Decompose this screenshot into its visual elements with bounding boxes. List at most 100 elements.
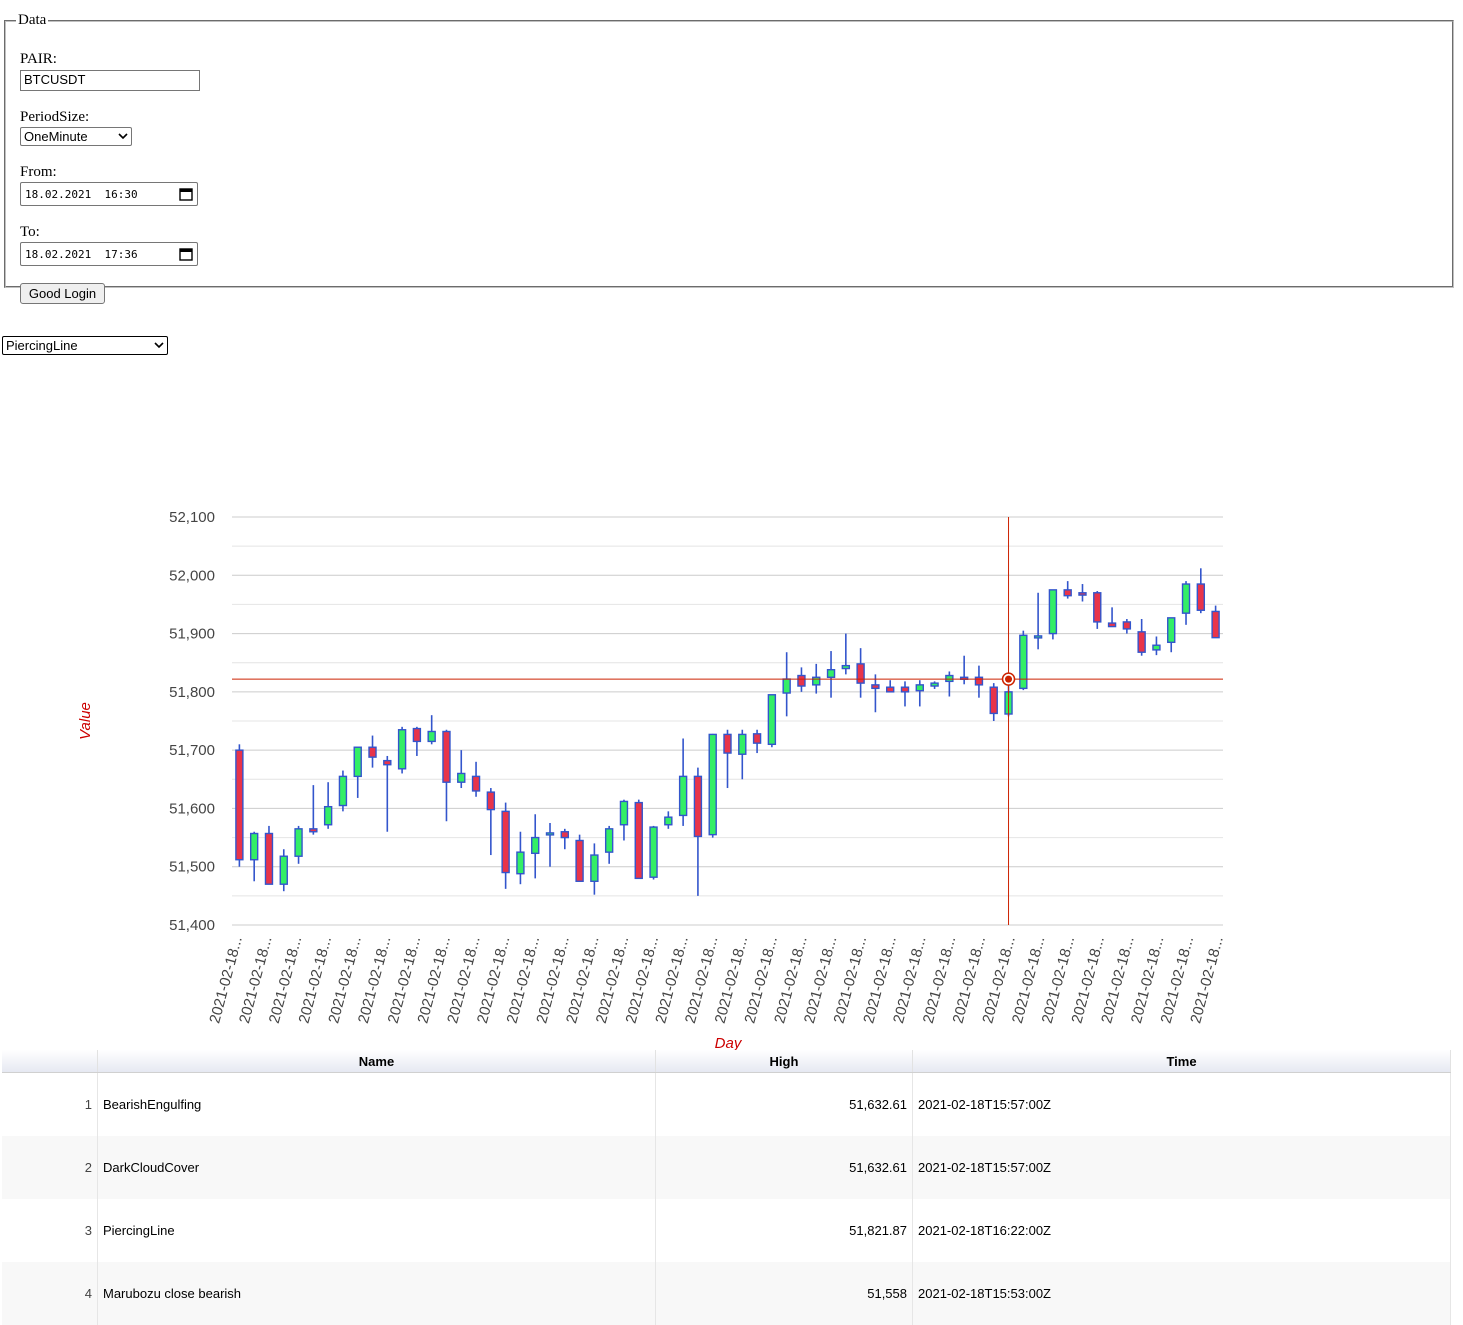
candle-body bbox=[649, 826, 658, 878]
to-label: To: bbox=[20, 224, 40, 240]
candle-body bbox=[560, 831, 569, 839]
row-name: Marubozu close bearish bbox=[97, 1262, 656, 1325]
candle-body bbox=[531, 836, 540, 855]
column-header-index[interactable] bbox=[2, 1050, 98, 1073]
row-time: 2021-02-18T15:57:00Z bbox=[912, 1136, 1451, 1199]
candle-body bbox=[1196, 583, 1206, 611]
pair-label: PAIR: bbox=[20, 51, 57, 67]
candle-body bbox=[841, 664, 851, 670]
pattern-select[interactable]: PiercingLine bbox=[2, 336, 168, 355]
chevron-down-icon bbox=[118, 133, 128, 140]
candle-body bbox=[309, 828, 318, 833]
candle-body bbox=[900, 686, 910, 693]
candle-body bbox=[797, 674, 806, 687]
table-row[interactable]: 1 BearishEngulfing 51,632.61 2021-02-18T… bbox=[2, 1072, 1451, 1136]
candle-body bbox=[693, 775, 703, 838]
period-size-value: OneMinute bbox=[24, 129, 88, 144]
candle-body bbox=[383, 759, 392, 766]
candle-body bbox=[945, 674, 954, 683]
candle-body bbox=[723, 733, 732, 754]
row-high: 51,632.61 bbox=[655, 1072, 913, 1136]
candle-body bbox=[501, 810, 510, 874]
to-datetime-value: 18.02.2021 17:36 bbox=[25, 247, 138, 261]
candle-body bbox=[1019, 634, 1028, 690]
candle-body bbox=[545, 832, 555, 836]
candle-body bbox=[235, 749, 244, 861]
row-index: 3 bbox=[2, 1199, 98, 1262]
candle-body bbox=[678, 775, 688, 817]
candle-body bbox=[412, 727, 422, 743]
calendar-icon[interactable] bbox=[179, 187, 193, 201]
to-datetime-input[interactable]: 18.02.2021 17:36 bbox=[20, 242, 198, 266]
candle-body bbox=[1033, 635, 1043, 639]
column-header-time[interactable]: Time bbox=[912, 1050, 1451, 1073]
candle-body bbox=[397, 729, 407, 770]
candle-body bbox=[294, 828, 303, 857]
period-size-label: PeriodSize: bbox=[20, 109, 90, 125]
candle-body bbox=[871, 684, 880, 690]
candle-body bbox=[619, 800, 629, 826]
row-name: DarkCloudCover bbox=[97, 1136, 656, 1199]
row-time: 2021-02-18T15:57:00Z bbox=[912, 1072, 1451, 1136]
candle-body bbox=[279, 855, 288, 885]
candle-body bbox=[516, 851, 525, 875]
data-fieldset: Data PAIR: BTCUSDT PeriodSize: OneMinute… bbox=[4, 12, 1454, 304]
candle-body bbox=[1211, 610, 1220, 639]
candle-body bbox=[812, 676, 821, 686]
column-header-name[interactable]: Name bbox=[97, 1050, 656, 1073]
candle-body bbox=[353, 746, 362, 778]
candle-body bbox=[1152, 644, 1161, 651]
y-tick-label: 51,500 bbox=[169, 859, 215, 876]
candle-body bbox=[442, 730, 451, 783]
candle-body bbox=[708, 733, 717, 836]
row-time: 2021-02-18T15:53:00Z bbox=[912, 1262, 1451, 1325]
candle-body bbox=[1167, 617, 1176, 644]
chevron-down-icon bbox=[154, 342, 164, 349]
candle-body bbox=[886, 686, 895, 693]
candle-body bbox=[664, 816, 673, 826]
row-high: 51,821.87 bbox=[655, 1199, 913, 1262]
candle-body bbox=[1181, 583, 1191, 614]
candle-body bbox=[471, 775, 481, 792]
calendar-icon[interactable] bbox=[179, 247, 193, 261]
y-tick-label: 51,900 bbox=[169, 626, 215, 643]
candle-body bbox=[930, 682, 939, 687]
row-index: 4 bbox=[2, 1262, 98, 1325]
candle-body bbox=[1107, 622, 1117, 628]
candle-body bbox=[427, 730, 436, 743]
period-size-select[interactable]: OneMinute bbox=[20, 127, 132, 146]
data-legend: Data bbox=[18, 12, 47, 28]
candle-body bbox=[264, 832, 274, 885]
row-name: BearishEngulfing bbox=[97, 1072, 656, 1136]
candle-body bbox=[752, 733, 762, 744]
y-tick-label: 52,000 bbox=[169, 567, 215, 584]
table-row[interactable]: 2 DarkCloudCover 51,632.61 2021-02-18T15… bbox=[2, 1136, 1451, 1199]
candlestick-chart[interactable]: 51,400 51,500 51,600 51,700 51,800 51,900 52,0… bbox=[0, 380, 1463, 1050]
table-row[interactable]: 3 PiercingLine 51,821.87 2021-02-18T16:2… bbox=[2, 1199, 1451, 1262]
candle-body bbox=[856, 663, 865, 684]
candle-body bbox=[974, 676, 984, 686]
pattern-select-value: PiercingLine bbox=[6, 338, 78, 353]
patterns-table: Name High Time 1 BearishEngulfing 51,632… bbox=[2, 1050, 1451, 1325]
y-tick-label: 51,600 bbox=[169, 800, 215, 817]
candle-body bbox=[338, 775, 348, 807]
candle-body bbox=[590, 854, 599, 882]
candle-body bbox=[486, 791, 496, 811]
candle-body bbox=[738, 733, 747, 755]
y-axis-title: Value bbox=[77, 702, 94, 740]
pair-input[interactable]: BTCUSDT bbox=[20, 70, 200, 91]
candle-body bbox=[1063, 589, 1072, 597]
table-row[interactable]: 4 Marubozu close bearish 51,558 2021-02-… bbox=[2, 1262, 1451, 1325]
good-login-button[interactable]: Good Login bbox=[20, 283, 105, 304]
from-datetime-input[interactable]: 18.02.2021 16:30 bbox=[20, 182, 198, 206]
from-datetime-value: 18.02.2021 16:30 bbox=[25, 187, 138, 201]
candle-body bbox=[1093, 592, 1102, 623]
y-tick-label: 52,100 bbox=[169, 509, 215, 526]
candle-body bbox=[767, 694, 777, 746]
row-time: 2021-02-18T16:22:00Z bbox=[912, 1199, 1451, 1262]
y-tick-label: 51,800 bbox=[169, 684, 215, 701]
candle-body bbox=[782, 678, 791, 694]
candle-body bbox=[1122, 621, 1132, 630]
candle-body bbox=[457, 772, 466, 783]
column-header-high[interactable]: High bbox=[655, 1050, 913, 1073]
